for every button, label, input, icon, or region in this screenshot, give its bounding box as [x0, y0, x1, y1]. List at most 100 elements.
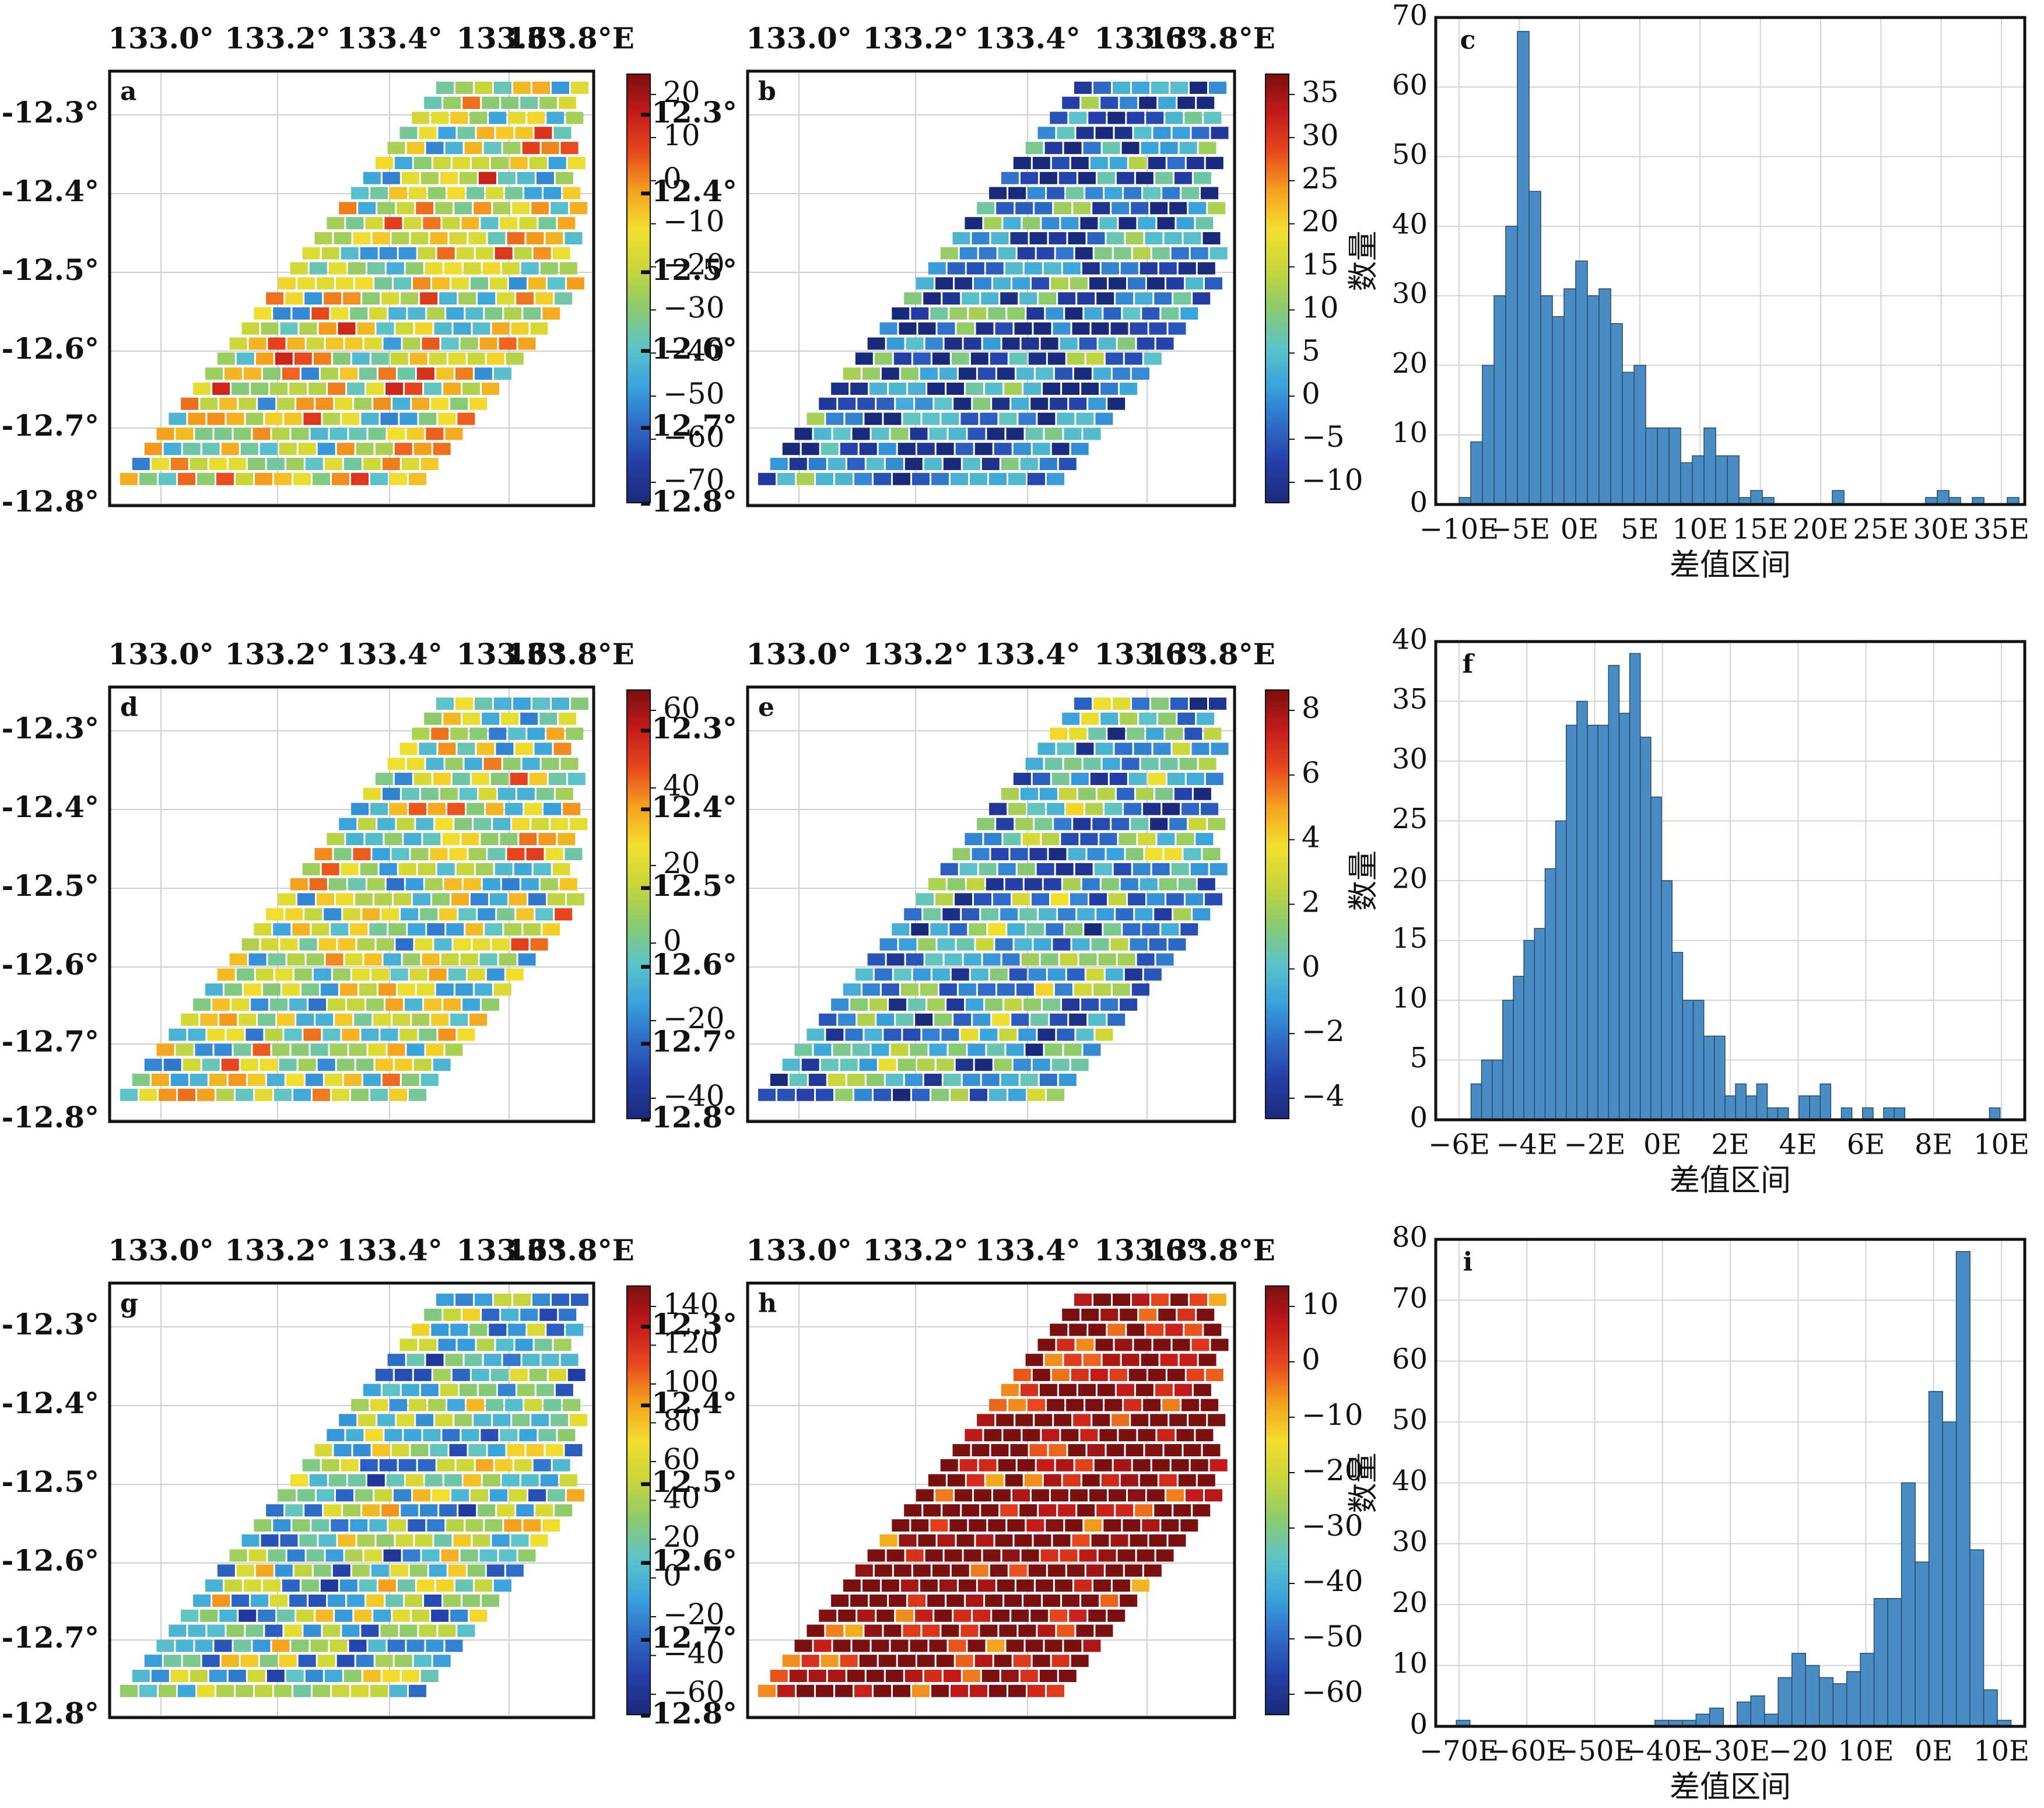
- pixel-cell: [368, 1639, 386, 1652]
- pixel-cell: [958, 367, 976, 380]
- pixel-cell: [770, 1670, 788, 1682]
- pixel-cell: [883, 1028, 902, 1041]
- pixel-cell: [402, 953, 420, 966]
- pixel-cell: [1028, 803, 1046, 815]
- pixel-cell: [268, 337, 286, 350]
- pixel-cell: [1209, 698, 1226, 710]
- pixel-cell: [893, 1684, 910, 1697]
- pixel-cell: [1095, 742, 1113, 755]
- pixel-cell: [855, 968, 873, 981]
- pixel-cell: [367, 878, 385, 891]
- pixel-cell: [857, 397, 875, 410]
- pixel-cell: [159, 1088, 176, 1101]
- pixel-cell: [928, 262, 946, 275]
- pixel-cell: [544, 1399, 562, 1411]
- pixel-cell: [224, 1579, 242, 1592]
- pixel-cell: [814, 1639, 832, 1652]
- pixel-cell: [492, 322, 510, 335]
- pixel-cell: [1208, 202, 1226, 215]
- pixel-cell: [373, 1609, 391, 1622]
- pixel-cell: [472, 1534, 490, 1547]
- pixel-cell: [351, 472, 369, 485]
- pixel-cell: [1153, 127, 1171, 139]
- pixel-cell: [1130, 322, 1148, 335]
- pixel-cell: [1094, 1459, 1112, 1471]
- pixel-cell: [397, 1579, 415, 1592]
- pixel-cell: [915, 397, 933, 410]
- colorbar-tick-label: 35: [1302, 75, 1339, 109]
- pixel-cell: [1179, 142, 1197, 155]
- pixel-cell: [343, 458, 362, 470]
- pixel-cell: [313, 352, 331, 365]
- pixel-cell: [462, 998, 481, 1011]
- pixel-cell: [1060, 337, 1078, 350]
- pixel-cell: [289, 383, 307, 395]
- pixel-cell: [924, 458, 942, 470]
- panel-label: e: [758, 693, 774, 723]
- pixel-cell: [955, 277, 972, 290]
- pixel-cell: [1043, 262, 1061, 275]
- pixel-cell: [506, 1564, 524, 1577]
- pixel-cell: [452, 157, 470, 169]
- pixel-cell: [867, 1549, 885, 1562]
- pixel-cell: [193, 998, 211, 1011]
- pixel-cell: [430, 232, 448, 244]
- pixel-cell: [559, 1474, 577, 1487]
- pixel-cell: [432, 277, 450, 290]
- pixel-cell: [913, 968, 931, 981]
- pixel-cell: [1006, 1043, 1024, 1056]
- pixel-cell: [1078, 787, 1096, 800]
- pixel-cell: [355, 893, 373, 906]
- pixel-cell: [329, 428, 348, 440]
- pixel-cell: [962, 1504, 980, 1517]
- pixel-cell: [339, 1414, 357, 1427]
- pixel-cell: [1135, 171, 1154, 184]
- pixel-cell: [496, 127, 514, 139]
- pixel-cell: [1042, 833, 1060, 846]
- pixel-cell: [1110, 938, 1128, 951]
- pixel-cell: [1062, 1595, 1080, 1607]
- pixel-cell: [1166, 1489, 1184, 1502]
- pixel-cell: [394, 1489, 411, 1502]
- colorbar-tick-label: 10: [1302, 1287, 1339, 1321]
- pixel-cell: [1032, 1655, 1050, 1667]
- pixel-cell: [1030, 397, 1049, 410]
- pixel-cell: [455, 983, 473, 996]
- pixel-cell: [527, 111, 545, 124]
- pixel-cell: [857, 1013, 875, 1026]
- pixel-cell: [819, 397, 837, 410]
- pixel-cell: [1168, 322, 1186, 335]
- pixel-cell: [306, 1549, 324, 1562]
- pixel-cell: [1084, 1519, 1102, 1532]
- pixel-cell: [422, 953, 440, 966]
- pixel-cell: [536, 1383, 554, 1396]
- pixel-cell: [282, 1579, 300, 1592]
- pixel-cell: [373, 1013, 391, 1026]
- pixel-cell: [1149, 1534, 1167, 1547]
- pixel-cell: [450, 1609, 468, 1622]
- map-frame: [108, 685, 595, 1123]
- pixel-cell: [443, 998, 461, 1011]
- pixel-cell: [1092, 202, 1110, 215]
- pixel-cell: [1112, 1579, 1130, 1592]
- pixel-cell: [1164, 1444, 1182, 1456]
- pixel-cell: [1202, 848, 1221, 860]
- y-axis-label: 数量: [1347, 850, 1382, 911]
- pixel-cell: [1078, 1383, 1096, 1396]
- pixel-cell: [1044, 758, 1063, 770]
- pixel-cell: [1021, 953, 1039, 966]
- pixel-cell: [478, 1504, 496, 1517]
- pixel-cell: [412, 1013, 430, 1026]
- pixel-cell: [1151, 1294, 1169, 1306]
- pixel-cell: [1112, 818, 1130, 831]
- pixel-cell: [995, 322, 1013, 335]
- pixel-cell: [310, 428, 328, 440]
- pixel-cell: [1089, 893, 1107, 906]
- histogram-bar: [1703, 427, 1716, 505]
- pixel-cell: [535, 1504, 553, 1517]
- pixel-cell: [514, 1459, 532, 1471]
- colorbar-tick-label: 20: [663, 846, 700, 880]
- map-frame: [746, 69, 1236, 507]
- pixel-cell: [471, 157, 489, 169]
- pixel-cell: [1112, 202, 1130, 215]
